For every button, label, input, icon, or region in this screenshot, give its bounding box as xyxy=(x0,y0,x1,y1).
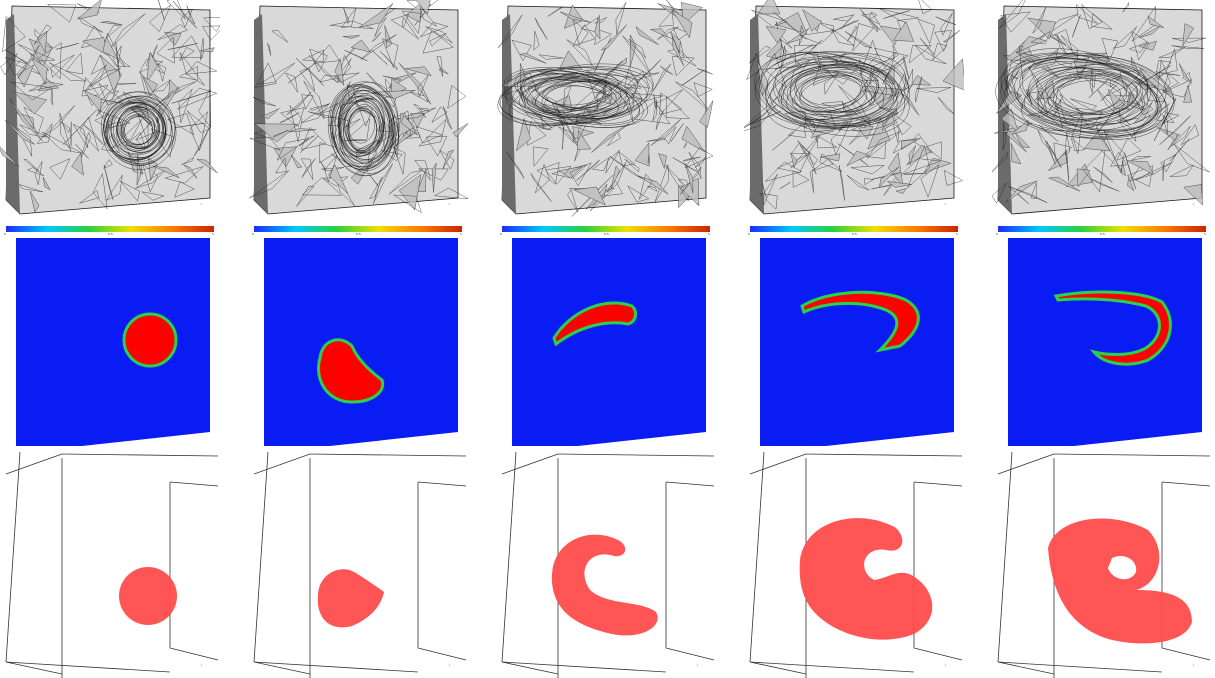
axis-triad-icon: ⊥ xyxy=(448,663,451,667)
isosurface-panel-5: ⊥ xyxy=(997,452,1211,678)
colorbar-max-label: 1 xyxy=(1204,232,1206,236)
axis-triad-icon: ⊥ xyxy=(200,202,203,206)
colorbar xyxy=(6,226,214,232)
axis-triad-icon: ⊥ xyxy=(696,202,699,206)
mesh-side-face xyxy=(998,14,1012,214)
mesh-panel-4: ⊥ xyxy=(744,0,964,215)
axis-triad-icon: ⊥ xyxy=(1192,663,1195,667)
mesh-panel-3: ⊥ xyxy=(497,0,714,217)
colorbar-min-label: 0 xyxy=(500,232,502,236)
isosurface-panel-4: ⊥ xyxy=(749,452,963,678)
interface-isosurface xyxy=(799,518,933,640)
mesh-triangles xyxy=(249,0,468,214)
axis-triad-icon: ⊥ xyxy=(696,663,699,667)
field-domain xyxy=(16,238,210,446)
refined-mesh-region xyxy=(754,51,910,137)
axis-triad-icon: ⊥ xyxy=(944,663,947,667)
refined-mesh-region xyxy=(995,48,1175,140)
colorbar xyxy=(750,226,958,232)
colorbar-mid-label: 0.5 xyxy=(356,232,361,236)
colorbar-min-label: 0 xyxy=(996,232,998,236)
droplet-field xyxy=(1053,290,1172,366)
isosurface-panel-2: ⊥ xyxy=(253,452,467,678)
field-domain xyxy=(760,238,954,446)
colorbar-max-label: 1 xyxy=(956,232,958,236)
refined-mesh-region xyxy=(327,81,399,177)
mesh-side-face xyxy=(750,14,764,214)
field-panel-4: 0 0.5 1 xyxy=(748,226,958,446)
droplet-field xyxy=(317,338,385,404)
axis-triad-icon: ⊥ xyxy=(448,202,451,206)
field-panel-1: 0 0.5 1 xyxy=(4,226,214,446)
mesh-panel-5: ⊥ xyxy=(992,0,1210,215)
droplet-field xyxy=(800,290,920,353)
colorbar xyxy=(502,226,710,232)
colorbar-mid-label: 0.5 xyxy=(1100,232,1105,236)
axis-triad-icon: ⊥ xyxy=(944,202,947,206)
colorbar-min-label: 0 xyxy=(252,232,254,236)
mesh-side-face xyxy=(254,14,268,214)
interface-isosurface xyxy=(551,534,658,636)
mesh-triangles xyxy=(992,0,1210,206)
axis-triad-icon: ⊥ xyxy=(1192,202,1195,206)
colorbar-max-label: 1 xyxy=(460,232,462,236)
colorbar-mid-label: 0.5 xyxy=(604,232,609,236)
colorbar xyxy=(998,226,1206,232)
isosurface-panel-1: ⊥ xyxy=(5,452,219,678)
mesh-panel-2: ⊥ xyxy=(249,0,468,215)
interface-isosurface xyxy=(119,567,177,625)
bounding-box xyxy=(5,452,219,678)
colorbar-min-label: 0 xyxy=(4,232,6,236)
colorbar-max-label: 1 xyxy=(212,232,214,236)
field-panel-5: 0 0.5 1 xyxy=(996,226,1206,446)
field-domain xyxy=(512,238,706,446)
field-panel-3: 0 0.5 1 xyxy=(500,226,710,446)
field-domain xyxy=(1008,238,1202,446)
interface-isosurface xyxy=(1048,518,1192,644)
bounding-box xyxy=(253,452,467,678)
bounding-box xyxy=(501,452,715,678)
isosurface-panel-3: ⊥ xyxy=(501,452,715,678)
colorbar xyxy=(254,226,462,232)
colorbar-min-label: 0 xyxy=(748,232,750,236)
colorbar-max-label: 1 xyxy=(708,232,710,236)
interface-isosurface xyxy=(317,569,384,628)
field-panel-2: 0 0.5 1 xyxy=(252,226,462,446)
droplet-field xyxy=(552,301,637,347)
axis-triad-icon: ⊥ xyxy=(200,663,203,667)
mesh-side-face xyxy=(502,14,516,214)
field-domain xyxy=(264,238,458,446)
colorbar-mid-label: 0.5 xyxy=(852,232,857,236)
mesh-panel-1: ⊥ xyxy=(0,0,220,215)
droplet-field xyxy=(122,312,178,368)
mesh-triangles xyxy=(497,0,714,217)
refined-mesh-region xyxy=(101,91,177,170)
colorbar-mid-label: 0.5 xyxy=(108,232,113,236)
refined-mesh-region xyxy=(497,63,654,128)
